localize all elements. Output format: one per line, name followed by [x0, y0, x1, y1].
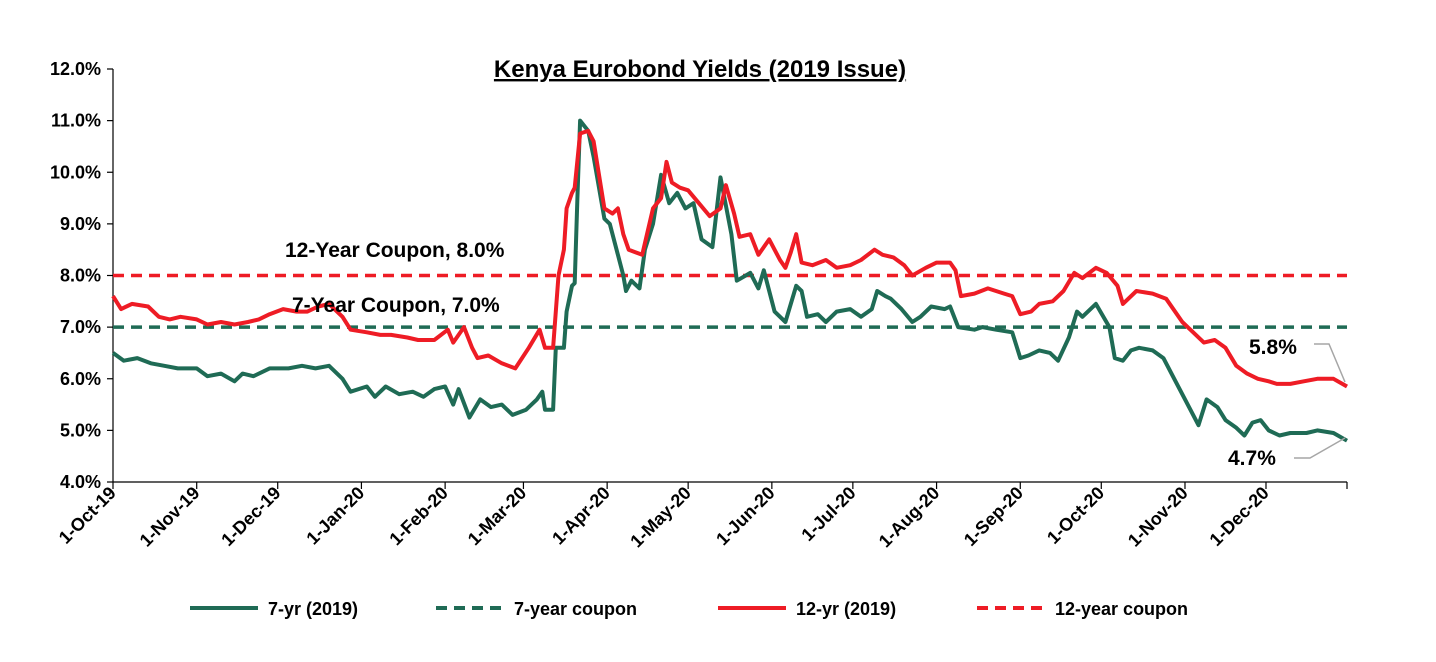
x-tick-label: 1-Aug-20 [875, 483, 944, 552]
y-tick-label: 12.0% [50, 59, 101, 79]
legend-label: 12-yr (2019) [796, 599, 896, 619]
annotation-7y-coupon: 7-Year Coupon, 7.0% [292, 294, 500, 317]
x-tick-label: 1-Jun-20 [712, 483, 778, 549]
x-tick-label: 1-Sep-20 [960, 483, 1027, 550]
annotation-7y-last: 4.7% [1228, 447, 1276, 470]
legend-label: 7-yr (2019) [268, 599, 358, 619]
x-tick-label: 1-Jan-20 [302, 483, 368, 549]
annotation-12y-last: 5.8% [1249, 336, 1297, 359]
legend-label: 12-year coupon [1055, 599, 1188, 619]
legend-label: 7-year coupon [514, 599, 637, 619]
x-tick-label: 1-Oct-19 [55, 483, 120, 548]
y-tick-label: 8.0% [60, 266, 101, 286]
y-tick-label: 4.0% [60, 472, 101, 492]
y-tick-label: 5.0% [60, 420, 101, 440]
x-tick-label: 1-Oct-20 [1043, 483, 1108, 548]
7-yr-2019--line [111, 118, 1348, 443]
y-axis: 4.0% 5.0% 6.0% 7.0% 8.0% 9.0% 10.0% 11.0% 12.0% [50, 59, 114, 492]
x-tick-label: 1-Dec-19 [217, 483, 284, 550]
y-tick-label: 10.0% [50, 162, 101, 182]
x-tick-label: 1-May-20 [626, 483, 695, 552]
annotation-12y-coupon: 12-Year Coupon, 8.0% [285, 239, 505, 262]
y-tick-label: 6.0% [60, 369, 101, 389]
annotations: 12-Year Coupon, 8.0% 7-Year Coupon, 7.0%… [285, 239, 1346, 470]
series-lines [111, 118, 1348, 443]
leader-line-7y [1294, 437, 1346, 459]
y-tick-label: 11.0% [51, 111, 101, 131]
y-tick-label: 9.0% [60, 214, 101, 234]
x-tick-label: 1-Mar-20 [464, 483, 530, 549]
x-tick-label: 1-Nov-19 [136, 483, 204, 551]
chart-title: Kenya Eurobond Yields (2019 Issue) [494, 56, 906, 83]
x-axis: 1-Oct-19 1-Nov-19 1-Dec-19 1-Jan-20 1-Feb-20… [55, 481, 1348, 552]
x-tick-label: 1-Dec-20 [1206, 483, 1273, 550]
leader-line-12y [1314, 343, 1346, 383]
x-tick-label: 1-Jul-20 [797, 483, 859, 545]
coupon-lines [113, 273, 1347, 329]
legend: 7-yr (2019) 7-year coupon 12-yr (2019) 12-y… [190, 599, 1188, 619]
y-tick-label: 7.0% [60, 317, 101, 337]
x-tick-label: 1-Nov-20 [1124, 483, 1192, 551]
x-tick-label: 1-Feb-20 [385, 483, 451, 549]
x-tick-label: 1-Apr-20 [548, 483, 614, 549]
12-yr-2019--line [111, 128, 1348, 389]
